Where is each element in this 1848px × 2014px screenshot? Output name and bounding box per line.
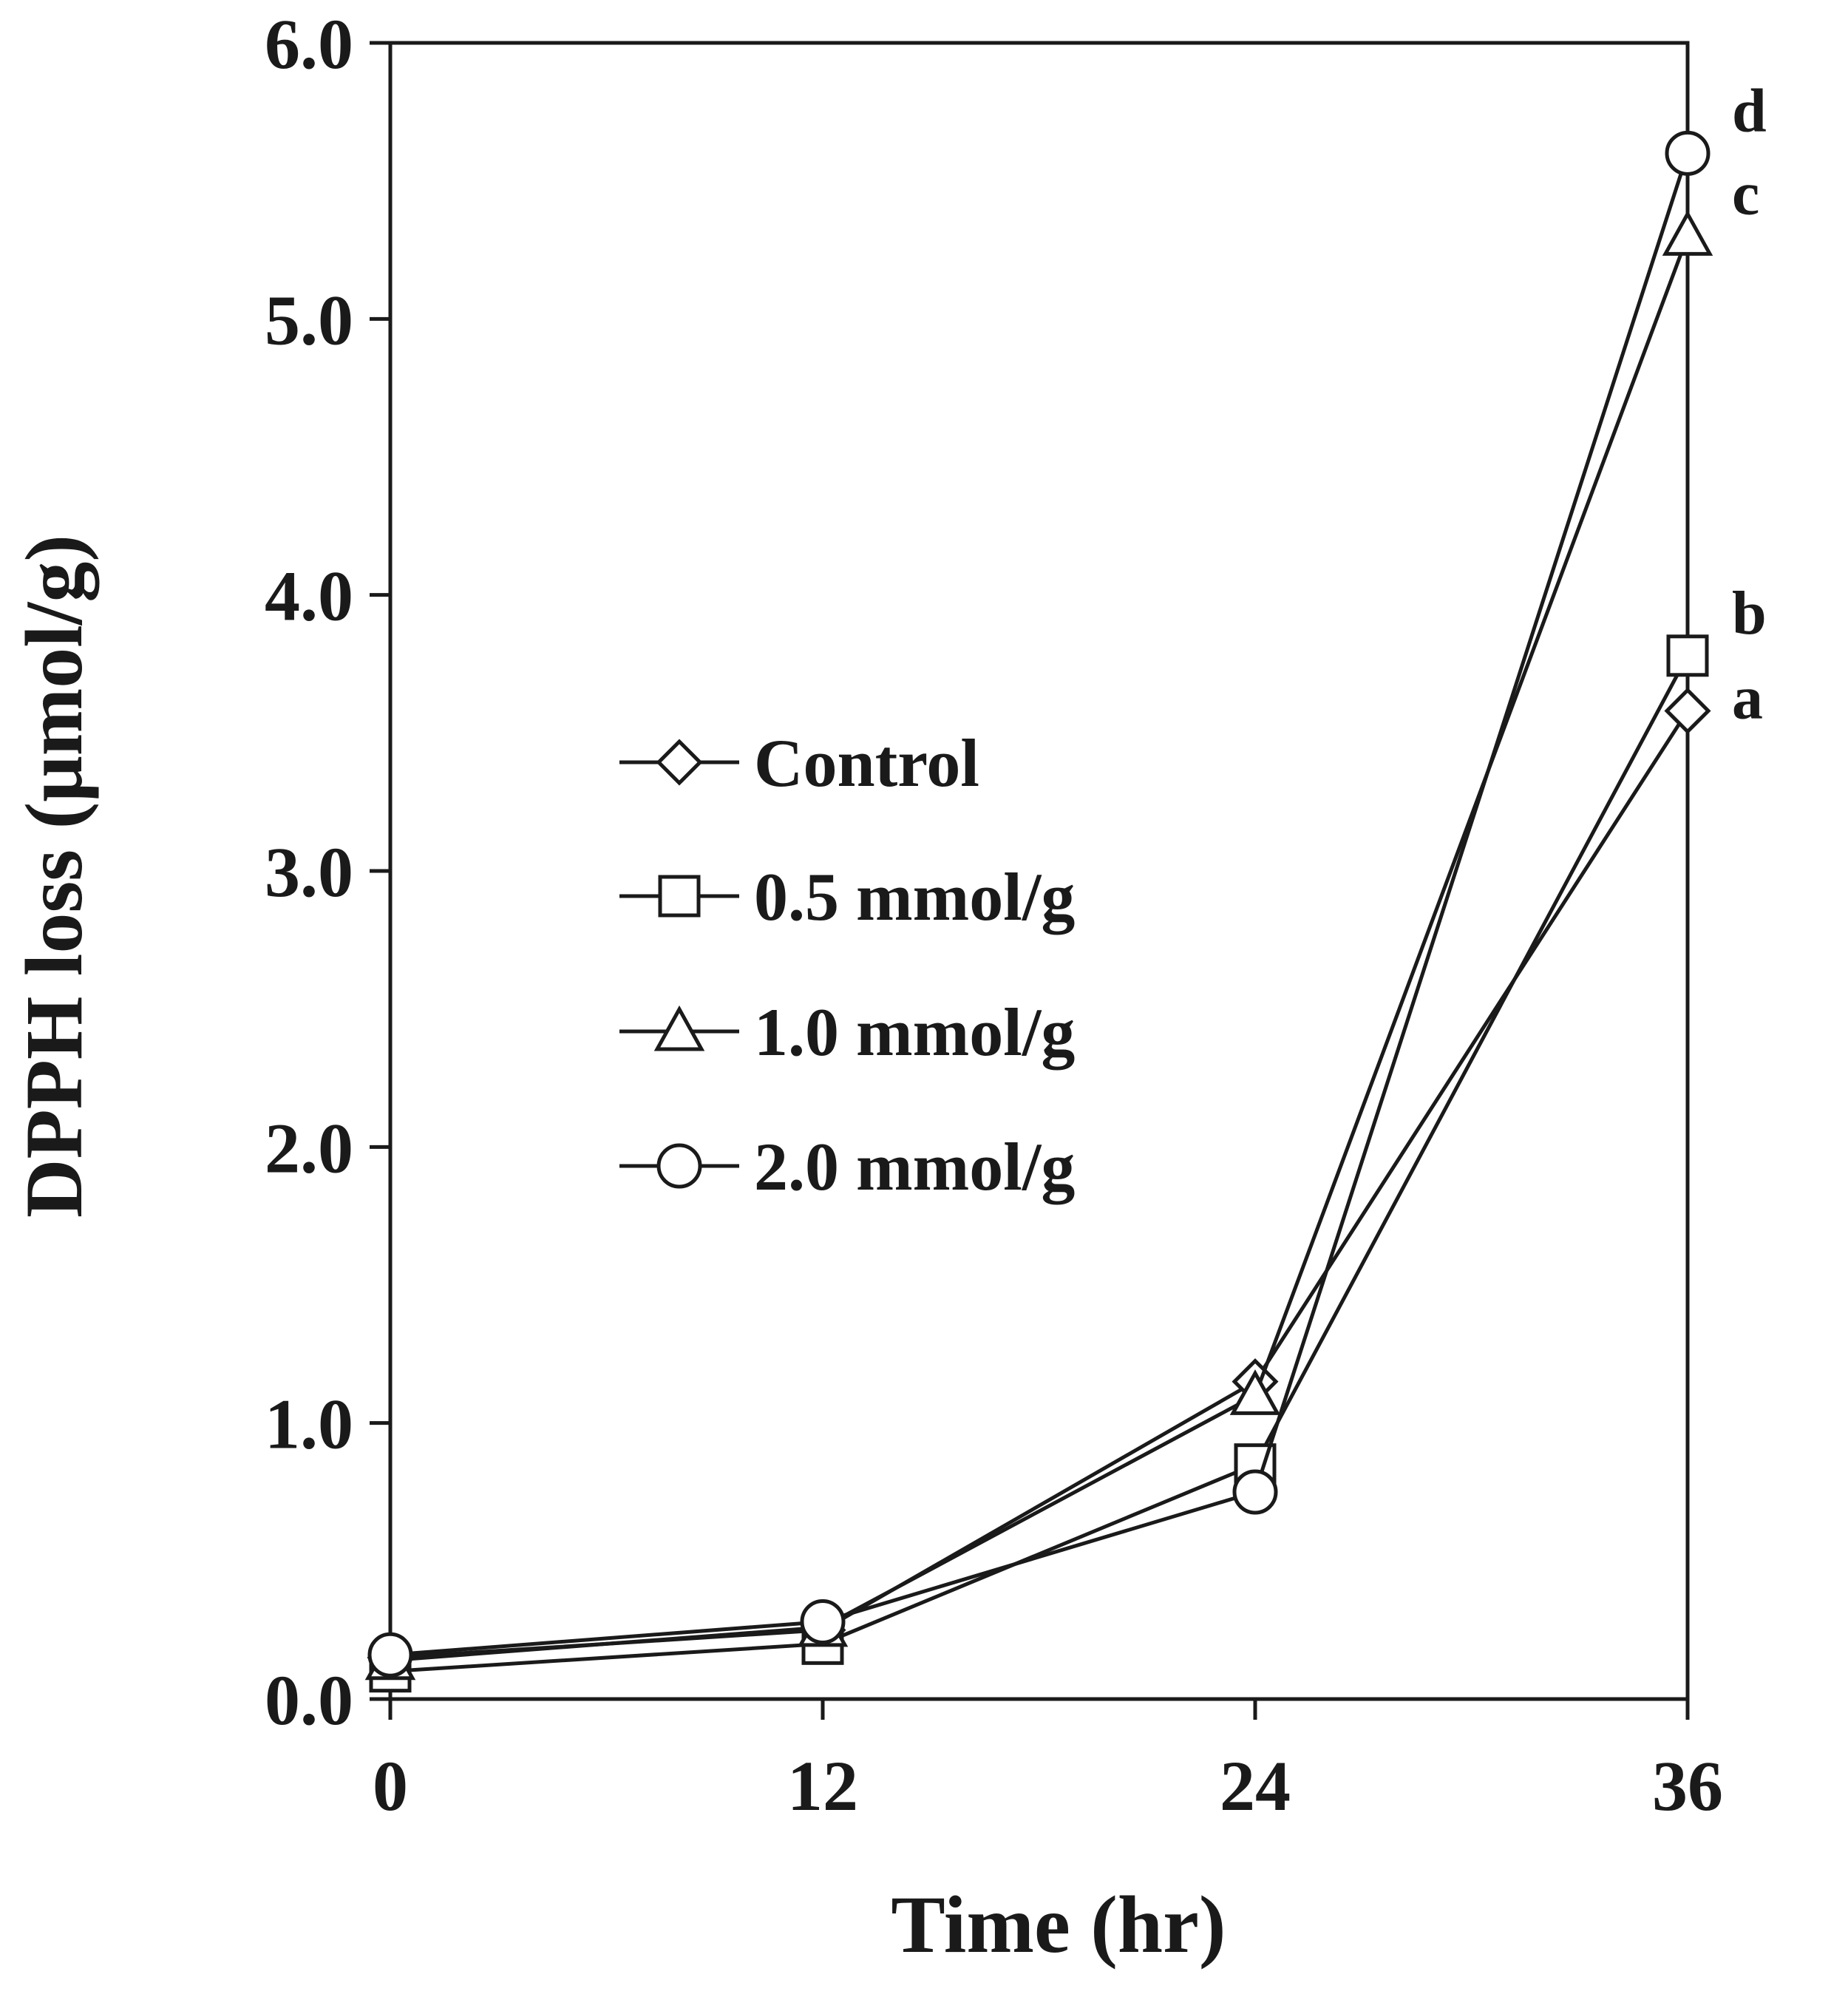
significance-letter: a — [1732, 663, 1763, 732]
legend-item: 1.0 mmol/g — [619, 994, 1075, 1070]
legend-label: 2.0 mmol/g — [754, 1129, 1075, 1204]
y-tick-label: 0.0 — [265, 1661, 353, 1740]
data-point-circle — [800, 1598, 846, 1644]
legend-marker-square — [658, 875, 701, 918]
legend: Control 0.5 mmol/g 1.0 mmol/g 2.0 mmol/g — [619, 725, 1075, 1204]
y-tick-label: 3.0 — [265, 833, 353, 912]
x-tick-label: 12 — [787, 1746, 858, 1825]
series-circle — [367, 130, 1711, 1678]
y-axis-title: DPPH loss (μmol/g) — [9, 535, 99, 1218]
series-layer — [364, 130, 1713, 1693]
legend-label: 1.0 mmol/g — [754, 994, 1075, 1070]
series-line — [390, 654, 1690, 1674]
data-point-circle — [1232, 1469, 1278, 1515]
legend-item: 0.5 mmol/g — [619, 859, 1075, 935]
x-tick-label: 24 — [1220, 1746, 1291, 1825]
legend-marker-diamond — [656, 739, 703, 786]
x-tick-label: 0 — [373, 1746, 408, 1825]
legend-item: 2.0 mmol/g — [619, 1129, 1075, 1204]
significance-letters: ab cd — [1732, 76, 1767, 732]
y-tick-label: 1.0 — [265, 1385, 353, 1464]
data-point-square — [1666, 634, 1709, 677]
significance-letter: c — [1732, 159, 1759, 228]
x-axis-ticks: 0 12 24 36 — [373, 1699, 1723, 1825]
significance-letter: d — [1732, 76, 1767, 145]
legend-marker-circle — [656, 1143, 702, 1189]
y-tick-label: 6.0 — [265, 4, 353, 84]
y-axis-ticks: 0.0 1.0 2.0 3.0 4.0 5.0 6.0 — [265, 4, 390, 1740]
y-tick-label: 5.0 — [265, 280, 353, 359]
legend-marker-triangle — [653, 1005, 705, 1051]
legend-label: Control — [754, 725, 979, 801]
x-axis-title: Time (hr) — [891, 1879, 1226, 1970]
y-tick-label: 4.0 — [265, 557, 353, 636]
data-point-triangle — [1229, 1369, 1281, 1415]
significance-letter: b — [1732, 579, 1767, 648]
data-point-triangle — [1662, 210, 1713, 256]
y-tick-label: 2.0 — [265, 1108, 353, 1187]
data-point-circle — [367, 1632, 413, 1678]
data-point-circle — [1665, 130, 1711, 176]
series-line — [390, 152, 1690, 1657]
x-tick-label: 36 — [1652, 1746, 1723, 1825]
legend-label: 0.5 mmol/g — [754, 859, 1075, 935]
legend-item: Control — [619, 725, 979, 801]
data-point-diamond — [1664, 687, 1711, 735]
series-line — [390, 235, 1690, 1663]
